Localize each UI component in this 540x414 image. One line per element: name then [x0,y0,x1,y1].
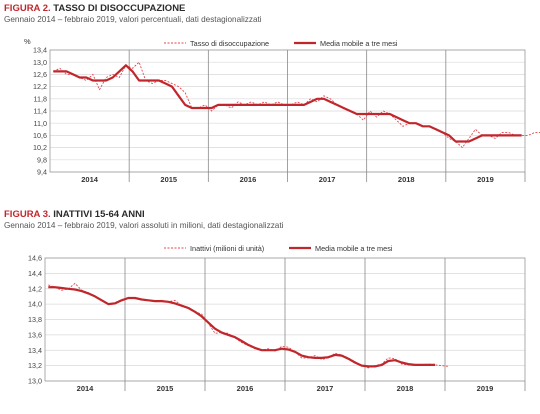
figure-title: FIGURA 2. TASSO DI DISOCCUPAZIONE [4,3,185,14]
y-tick-label: 10,2 [33,143,47,152]
y-tick-label: 11,8 [34,94,47,103]
y-tick-label: 13,0 [33,58,47,67]
figure-unemployment: FIGURA 2. TASSO DI DISOCCUPAZIONE Gennai… [0,0,540,200]
x-tick-label: 2015 [160,175,177,184]
y-tick-label: 14,2 [28,284,42,293]
y-tick-label: 13,6 [28,330,42,339]
x-tick-label: 2018 [397,384,414,393]
y-tick-label: 13,4 [33,46,47,55]
y-tick-label: 14,0 [28,300,42,309]
x-tick-label: 2018 [398,175,415,184]
y-tick-label: 10,6 [33,131,47,140]
x-tick-label: 2016 [240,175,257,184]
series-line-moving-average [53,64,522,143]
x-tick-label: 2017 [317,384,334,393]
figure-number: FIGURA 2. [4,3,51,14]
x-tick-label: 2014 [77,384,95,393]
y-tick-label: 14,4 [28,269,42,278]
y-tick-label: 13,2 [28,361,42,370]
x-tick-label: 2019 [477,384,494,393]
inactive-chart: 14,6 14,4 14,2 14,0 13,8 13,6 13,4 13,2 13,0 2014… [28,244,526,393]
figure-number: FIGURA 3. [4,209,51,220]
legend-label: Inattivi (milioni di unità) [190,244,264,253]
y-tick-label: 12,6 [33,70,47,79]
unemployment-chart: %13,4 13,0 12,6 12,2 11,8 11,4 11,0 10,6 10,2 9,8… [24,37,540,184]
figure-title-text: INATTIVI 15-64 ANNI [53,209,145,220]
y-tick-label: 14,6 [28,254,42,263]
unit-label: % [24,37,31,46]
series-line-monthly [53,61,540,149]
figure-title: FIGURA 3. INATTIVI 15-64 ANNI [4,209,145,220]
series-line-monthly [48,282,449,369]
x-tick-label: 2015 [157,384,174,393]
legend-label: Media mobile a tre mesi [315,244,393,253]
legend-label: Media mobile a tre mesi [320,39,398,48]
y-tick-label: 13,0 [28,377,42,386]
y-tick-label: 11,4 [34,107,47,116]
x-tick-label: 2019 [477,175,494,184]
series-line-moving-average [48,286,435,368]
legend-label: Tasso di disoccupazione [190,39,269,48]
y-tick-label: 9,8 [37,155,47,164]
x-tick-label: 2017 [319,175,336,184]
figure-subtitle: Gennaio 2014 – febbraio 2019, valori per… [4,15,262,24]
y-tick-label: 11,0 [34,119,47,128]
figure-inactive: FIGURA 3. INATTIVI 15-64 ANNI Gennaio 20… [0,206,540,412]
figure-title-text: TASSO DI DISOCCUPAZIONE [53,3,186,14]
y-tick-label: 12,2 [33,82,47,91]
x-tick-label: 2014 [81,175,99,184]
y-tick-label: 13,4 [28,346,42,355]
y-tick-label: 13,8 [28,315,42,324]
x-tick-label: 2016 [237,384,254,393]
y-tick-label: 9,4 [37,168,47,177]
figure-subtitle: Gennaio 2014 – febbraio 2019, valori ass… [4,221,284,230]
